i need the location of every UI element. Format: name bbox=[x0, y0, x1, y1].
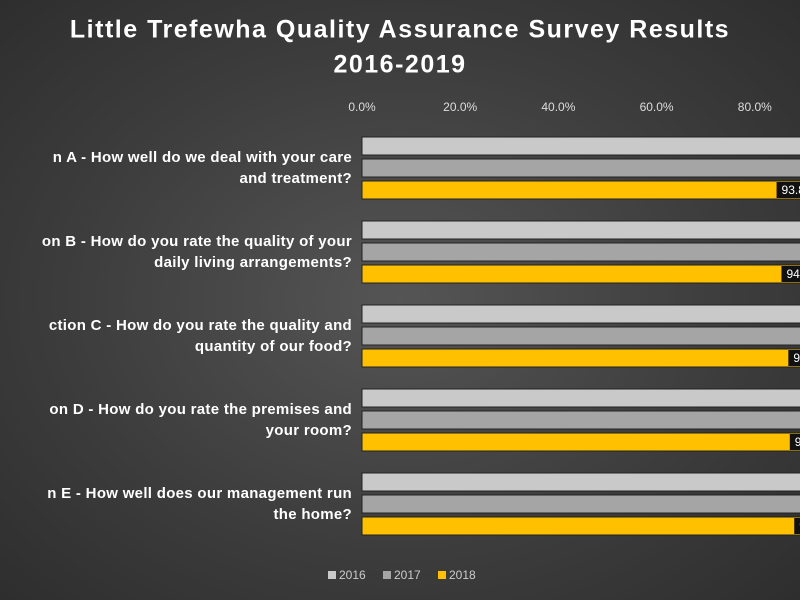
chart-subtitle: 2016-2019 bbox=[333, 51, 466, 79]
bar bbox=[361, 136, 800, 156]
legend-label: 2016 bbox=[339, 568, 366, 582]
x-tick-label: 80.0% bbox=[738, 100, 772, 114]
x-tick-label: 0.0% bbox=[348, 100, 376, 114]
chart-title: Little Trefewha Quality Assurance Survey… bbox=[70, 16, 730, 44]
x-tick-label: 60.0% bbox=[640, 100, 674, 114]
value-label: 96.2% bbox=[793, 351, 800, 365]
x-tick-label: 40.0% bbox=[541, 100, 575, 114]
x-tick-label: 20.0% bbox=[443, 100, 477, 114]
value-label-box bbox=[781, 266, 800, 282]
legend-swatch bbox=[328, 571, 336, 579]
bar bbox=[361, 180, 800, 200]
legend-label: 2017 bbox=[394, 568, 421, 582]
value-label-box bbox=[788, 350, 800, 366]
value-label: 93.8% bbox=[782, 183, 800, 197]
bar bbox=[361, 472, 800, 492]
value-label: 94.8% bbox=[786, 267, 800, 281]
bar bbox=[361, 264, 800, 284]
value-label-box bbox=[776, 182, 800, 198]
bar bbox=[361, 432, 800, 452]
legend-swatch bbox=[438, 571, 446, 579]
bar bbox=[361, 410, 800, 430]
bar bbox=[361, 304, 800, 324]
category-label: on B - How do you rate the quality of yo… bbox=[41, 233, 352, 271]
category-label: n E - How well does our management run t… bbox=[47, 485, 352, 523]
category-label: n A - How well do we deal with your care… bbox=[52, 149, 352, 187]
value-label-box bbox=[794, 518, 800, 534]
bar bbox=[361, 388, 800, 408]
legend-swatch bbox=[383, 571, 391, 579]
category-label: ction C - How do you rate the quality an… bbox=[48, 317, 352, 355]
bar bbox=[361, 348, 800, 368]
bar bbox=[361, 516, 800, 536]
legend-label: 2018 bbox=[449, 568, 476, 582]
value-label-box bbox=[789, 434, 800, 450]
bar bbox=[361, 220, 800, 240]
value-label: 96.5% bbox=[795, 435, 800, 449]
bar bbox=[361, 326, 800, 346]
bar bbox=[361, 158, 800, 178]
bar bbox=[361, 494, 800, 514]
category-label: on D - How do you rate the premises and … bbox=[49, 401, 352, 439]
bar bbox=[361, 242, 800, 262]
